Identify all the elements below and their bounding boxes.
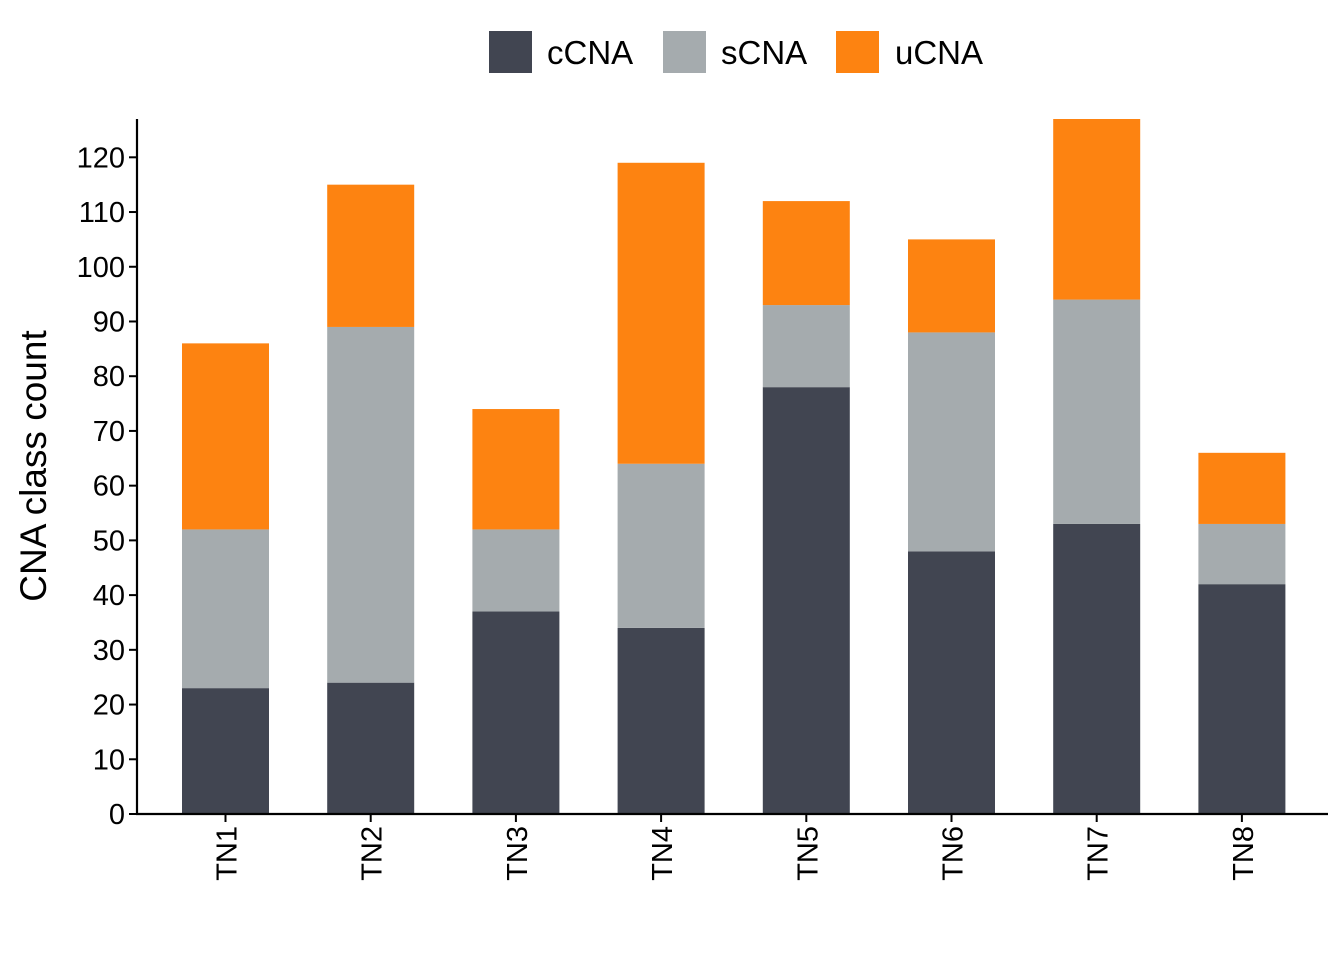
legend-key-ccna	[489, 31, 532, 73]
bar-tn8-ucna	[1198, 452, 1286, 524]
y-tick-label-80: 80	[93, 361, 125, 393]
legend-label-scna: sCNA	[721, 34, 807, 71]
bar-tn6-scna	[908, 332, 995, 552]
bar-tn5-ucna	[762, 201, 850, 306]
x-tick-label-tn8: TN8	[1228, 826, 1260, 881]
bar-tn2-scna	[327, 326, 415, 683]
y-tick-label-70: 70	[93, 416, 125, 448]
bar-tn7-ucna	[1053, 119, 1141, 300]
legend-key-scna	[663, 31, 706, 73]
axes: 0 10 20 30 40 50 60 70 80 90 100 110 120 TN1 TN2 TN3 TN4…	[77, 119, 1328, 881]
y-tick-label-100: 100	[77, 252, 125, 284]
x-tick-label-tn1: TN1	[212, 826, 244, 881]
x-tick-label-tn4: TN4	[647, 826, 679, 881]
legend-label-ccna: cCNA	[547, 34, 633, 71]
bar-tn5-scna	[762, 305, 850, 388]
y-tick-label-30: 30	[93, 635, 125, 667]
x-tick-label-tn3: TN3	[502, 826, 534, 881]
bar-tn4-ucna	[617, 162, 705, 464]
y-tick-label-50: 50	[93, 525, 125, 557]
bar-tn6-ucna	[908, 239, 995, 333]
y-tick-label-90: 90	[93, 306, 125, 338]
bar-tn4-ccna	[617, 627, 705, 814]
y-tick-label-0: 0	[109, 799, 125, 831]
x-tick-label-tn5: TN5	[792, 826, 824, 881]
bar-tn3-scna	[472, 529, 560, 612]
bar-tn3-ccna	[472, 611, 560, 814]
bar-tn3-ucna	[472, 409, 560, 530]
bar-tn1-scna	[182, 529, 269, 689]
bar-tn7-ccna	[1053, 523, 1141, 814]
bar-tn6-ccna	[908, 551, 995, 814]
bar-tn5-ccna	[762, 387, 850, 814]
bar-tn1-ucna	[182, 343, 269, 530]
y-tick-label-120: 120	[77, 142, 125, 174]
y-tick-label-10: 10	[93, 744, 125, 776]
y-tick-label-20: 20	[93, 690, 125, 722]
legend: cCNA sCNA uCNA	[489, 31, 983, 73]
bar-tn8-scna	[1198, 523, 1286, 585]
y-axis-title: CNA class count	[13, 330, 54, 602]
bar-tn1-ccna	[182, 688, 269, 814]
y-tick-label-60: 60	[93, 471, 125, 503]
x-tick-label-tn2: TN2	[357, 826, 389, 881]
y-tick-label-110: 110	[79, 197, 125, 229]
bar-tn4-scna	[617, 463, 705, 628]
x-tick-label-tn7: TN7	[1083, 826, 1115, 881]
x-tick-label-tn6: TN6	[938, 826, 970, 881]
bars	[182, 119, 1286, 814]
bar-tn2-ucna	[327, 184, 415, 327]
bar-tn2-ccna	[327, 682, 415, 814]
bar-tn7-scna	[1053, 299, 1141, 524]
legend-label-ucna: uCNA	[895, 34, 983, 71]
legend-key-ucna	[836, 31, 879, 73]
y-tick-label-40: 40	[93, 580, 125, 612]
bar-tn8-ccna	[1198, 584, 1286, 814]
